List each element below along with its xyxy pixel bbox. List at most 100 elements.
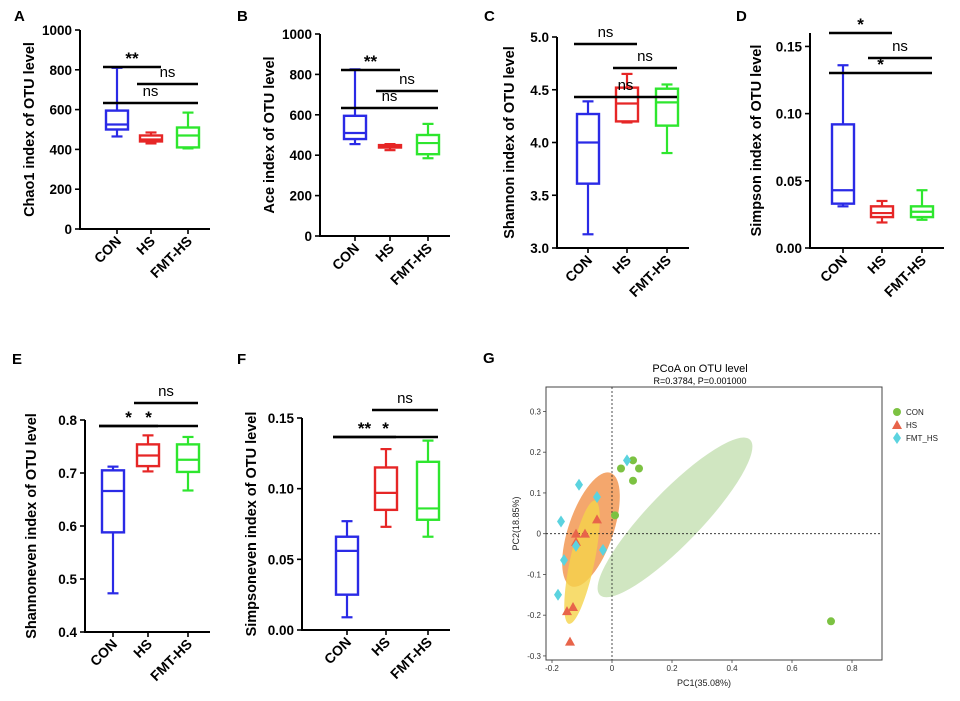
legend-marker-FMT_HS (893, 432, 901, 444)
point-HS (571, 528, 581, 538)
y-tick-label: 0.1 (530, 489, 542, 498)
y-tick-label: 400 (289, 148, 312, 163)
y-axis-label: Simpsoneven index of OTU level (244, 412, 260, 637)
x-tick-label: FMT-HS (387, 634, 435, 682)
y-tick-label: 0.3 (530, 407, 542, 416)
chart-title: PCoA on OTU level (652, 363, 747, 375)
y-tick-label: 0.6 (58, 519, 77, 534)
y-tick-label: 0.4 (58, 625, 77, 640)
x-tick-label: HS (368, 634, 393, 659)
chart-subtitle: R=0.3784, P=0.001000 (653, 376, 746, 386)
box-FMT-HS (909, 189, 935, 221)
significance-label: ns (382, 88, 398, 105)
y-axis-label: Shannoneven index of OTU level (24, 413, 40, 639)
y-tick-label: 0.00 (268, 623, 294, 638)
y-axis-label: PC2(18.85%) (511, 496, 521, 550)
panel-C: C 3.0 3.5 4.0 4.5 5.0 Shannon index of OTU lev… (484, 8, 689, 300)
panel-letter: E (12, 351, 22, 368)
series-CON (611, 456, 835, 626)
significance-label: * (877, 55, 884, 74)
point-FMT_HS (572, 539, 580, 552)
y-tick-label: 400 (49, 142, 72, 157)
box-HS (138, 131, 164, 145)
panel-F: F 0.00 0.05 0.10 0.15 Simpsoneven index of OT… (237, 351, 450, 682)
y-tick-label: 0 (537, 530, 542, 539)
point-CON (629, 456, 637, 465)
box-FMT-HS (654, 83, 680, 155)
panel-letter: B (237, 8, 248, 25)
box-iqr (334, 535, 360, 596)
ellipse-CON (597, 437, 753, 598)
x-tick-label: CON (817, 252, 850, 285)
legend-label: FMT_HS (906, 434, 938, 443)
x-tick-label: FMT-HS (147, 636, 195, 684)
legend-marker-CON (893, 408, 901, 416)
significance-label: ns (158, 383, 174, 400)
y-tick-label: 0.05 (776, 174, 803, 189)
x-tick-label: FMT-HS (147, 233, 195, 281)
point-FMT_HS (593, 491, 601, 504)
y-tick-label: 0.05 (268, 552, 295, 567)
y-tick-label: 4.0 (530, 136, 549, 151)
significance-label: ** (358, 419, 372, 438)
x-tick-label: CON (87, 636, 120, 669)
y-tick-label: 5.0 (530, 30, 549, 45)
significance-label: ** (125, 49, 139, 68)
y-tick-label: 0.15 (268, 411, 295, 426)
box-iqr (175, 126, 201, 149)
box-iqr (575, 112, 601, 185)
y-tick-label: 0.15 (776, 39, 803, 54)
box-HS (869, 199, 895, 224)
x-tick-label: FMT-HS (881, 252, 929, 300)
point-FMT_HS (575, 478, 583, 491)
point-FMT_HS (623, 454, 631, 467)
point-CON (611, 511, 619, 520)
y-tick-label: -0.3 (527, 652, 541, 661)
y-tick-label: -0.1 (527, 570, 541, 579)
panel-E: E 0.4 0.5 0.6 0.7 0.8 Shannoneven index of OTU… (12, 351, 210, 684)
box-FMT-HS (175, 435, 201, 492)
point-HS (565, 636, 575, 646)
box-FMT-HS (175, 111, 201, 150)
x-tick-label: 0.8 (846, 664, 858, 673)
point-FMT_HS (557, 515, 565, 528)
significance-label: * (125, 408, 132, 427)
point-HS (592, 514, 602, 524)
panel-letter: C (484, 8, 495, 25)
y-tick-label: 0 (304, 229, 312, 244)
y-tick-label: 600 (49, 103, 72, 118)
x-tick-label: HS (609, 252, 634, 277)
significance-label: ns (618, 77, 634, 94)
x-tick-label: -0.2 (545, 664, 559, 673)
ellipse-FMT_HS (564, 500, 600, 624)
y-tick-label: 200 (49, 182, 72, 197)
box-iqr (104, 109, 130, 131)
significance-label: ns (143, 83, 159, 100)
y-tick-label: 0.10 (776, 107, 802, 122)
box-iqr (869, 205, 895, 219)
panel-letter: F (237, 351, 246, 368)
box-FMT-HS (415, 122, 441, 160)
x-tick-label: 0.6 (786, 664, 798, 673)
panel-letter: A (14, 8, 25, 25)
x-tick-label: FMT-HS (387, 240, 435, 288)
y-tick-label: 1000 (282, 27, 312, 42)
x-tick-label: CON (91, 233, 124, 266)
x-tick-label: HS (864, 252, 889, 277)
x-tick-label: CON (562, 252, 595, 285)
point-CON (827, 617, 835, 626)
significance-label: * (382, 419, 389, 438)
point-CON (617, 464, 625, 473)
y-tick-label: 0.7 (58, 466, 77, 481)
significance-label: ns (892, 38, 908, 55)
y-tick-label: 0.10 (268, 482, 294, 497)
box-CON (334, 520, 360, 619)
point-FMT_HS (560, 554, 568, 567)
box-FMT-HS (415, 439, 441, 538)
point-HS (562, 606, 572, 616)
box-CON (100, 465, 126, 595)
significance-label: * (857, 15, 864, 34)
y-axis-label: Chao1 index of OTU level (22, 42, 38, 217)
x-tick-label: HS (133, 233, 158, 258)
